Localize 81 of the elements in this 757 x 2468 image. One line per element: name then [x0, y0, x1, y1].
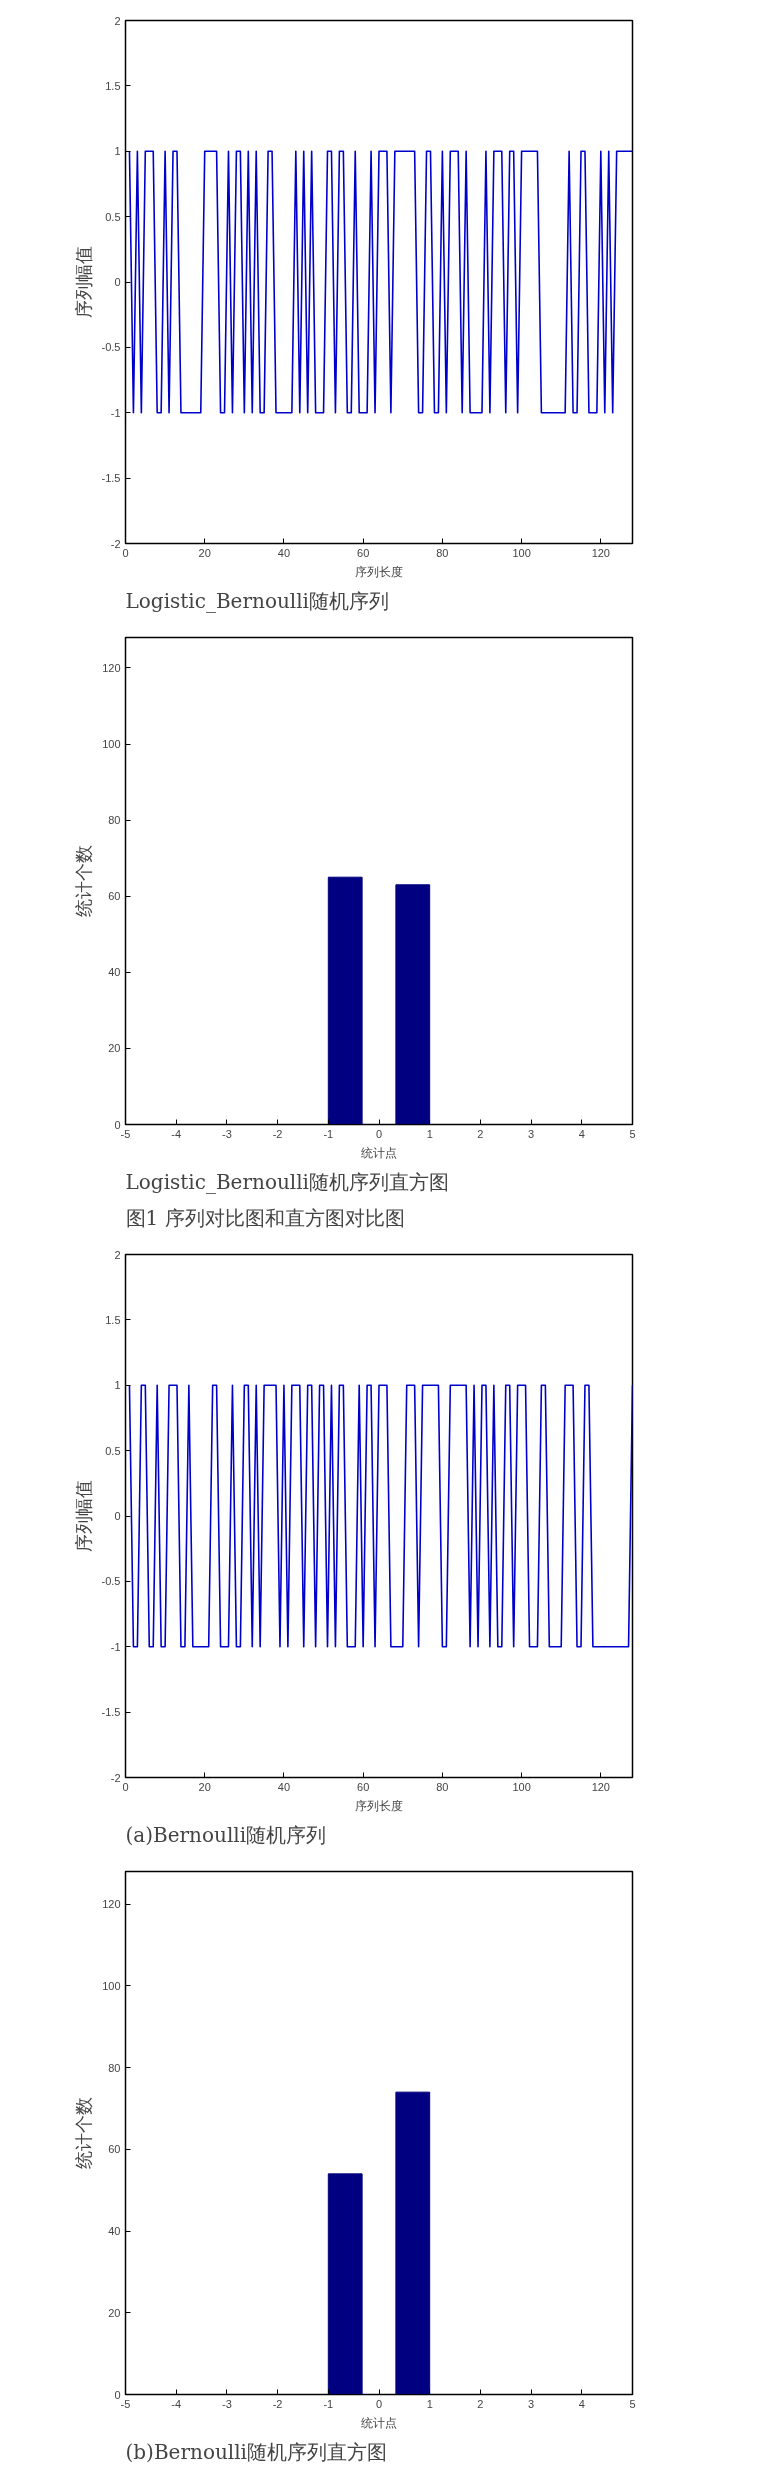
- y-tick-label: 100: [102, 1979, 121, 1992]
- y-tick-label: 100: [102, 738, 121, 751]
- x-tick-label: 1: [426, 1127, 433, 1140]
- x-tick-label: -4: [171, 2397, 182, 2410]
- y-tick-label: 2: [114, 1248, 121, 1261]
- x-tick-label: 5: [629, 1127, 636, 1140]
- y-tick-label: 80: [108, 814, 121, 827]
- y-axis-title: 统计个数: [73, 845, 95, 917]
- x-tick-label: 20: [198, 546, 211, 559]
- y-tick-label: 40: [108, 966, 121, 979]
- y-tick-label: 1: [114, 145, 121, 158]
- x-tick-label: 80: [436, 1780, 449, 1793]
- y-tick-label: 1.5: [105, 79, 121, 92]
- caption: 图1 序列对比图和直方图对比图: [125, 1205, 405, 1230]
- x-tick-label: 100: [512, 1780, 531, 1793]
- y-tick-label: 60: [108, 2143, 121, 2156]
- x-tick-label: -5: [120, 2397, 131, 2410]
- x-axis-title: 序列长度: [355, 1798, 403, 1813]
- x-tick-label: 4: [578, 1127, 585, 1140]
- x-tick-label: 4: [578, 2397, 585, 2410]
- x-tick-label: 0: [122, 1780, 129, 1793]
- x-tick-label: -3: [222, 2397, 232, 2410]
- x-tick-label: 40: [277, 1780, 291, 1793]
- y-axis-title: 序列幅值: [72, 1480, 94, 1552]
- y-tick-label: 1: [114, 1379, 121, 1392]
- x-tick-label: 120: [591, 1780, 610, 1793]
- y-tick-label: -1.5: [101, 1706, 121, 1719]
- x-tick-label: -1: [323, 1127, 334, 1140]
- text: (a)Bernoulli随机序列: [125, 1822, 327, 1847]
- x-tick-label: 5: [629, 2397, 636, 2410]
- text: (b)Bernoulli随机序列直方图: [125, 2439, 387, 2464]
- x-tick-label: -3: [222, 1127, 232, 1140]
- x-tick-label: 20: [198, 1780, 211, 1793]
- y-tick-label: -2: [110, 537, 121, 550]
- x-tick-label: 0: [375, 1127, 383, 1140]
- y-tick-label: -1: [110, 1640, 121, 1653]
- y-tick-label: 20: [108, 1042, 121, 1055]
- y-tick-label: -2: [110, 1771, 121, 1784]
- x-tick-label: -1: [323, 2397, 334, 2410]
- y-tick-label: 60: [108, 890, 121, 903]
- x-tick-label: 2: [477, 1127, 484, 1140]
- x-tick-label: 0: [122, 546, 129, 559]
- y-tick-label: 80: [108, 2061, 121, 2074]
- y-tick-label: -1.5: [101, 472, 121, 485]
- x-tick-label: 3: [528, 1127, 535, 1140]
- y-tick-label: 2: [114, 14, 121, 27]
- y-tick-label: 20: [108, 2306, 121, 2319]
- x-tick-label: 120: [591, 546, 610, 559]
- y-tick-label: 40: [108, 2225, 121, 2238]
- x-tick-label: -2: [272, 1127, 283, 1140]
- y-tick-label: 0: [114, 2388, 121, 2401]
- y-tick-label: -1: [110, 406, 121, 419]
- x-tick-label: 3: [528, 2397, 535, 2410]
- y-tick-label: 120: [102, 661, 121, 674]
- x-tick-label: 40: [277, 546, 291, 559]
- text: Logistic_Bernoulli随机序列: [125, 588, 390, 613]
- y-tick-label: 1.5: [105, 1313, 121, 1326]
- y-axis-title: 序列幅值: [72, 246, 94, 318]
- y-tick-label: -0.5: [101, 1575, 121, 1588]
- y-tick-label: 0.5: [105, 1444, 121, 1457]
- x-tick-label: 0: [375, 2397, 383, 2410]
- x-tick-label: -2: [272, 2397, 283, 2410]
- y-tick-label: 0: [114, 1118, 121, 1131]
- x-axis-title: 序列长度: [355, 564, 403, 579]
- y-tick-label: 120: [102, 1898, 121, 1911]
- x-tick-label: 2: [477, 2397, 484, 2410]
- x-tick-label: 1: [426, 2397, 433, 2410]
- y-tick-label: 0: [114, 276, 121, 288]
- x-tick-label: 60: [357, 1780, 370, 1793]
- x-tick-label: -5: [120, 1127, 131, 1140]
- text: Logistic_Bernoulli随机序列直方图: [125, 1169, 450, 1194]
- y-tick-label: -0.5: [101, 341, 121, 354]
- y-tick-label: 0: [114, 1510, 121, 1522]
- x-tick-label: 80: [436, 546, 449, 559]
- x-axis-title: 统计点: [361, 1145, 397, 1160]
- x-tick-label: 100: [512, 546, 531, 559]
- x-tick-label: 60: [357, 546, 370, 559]
- y-tick-label: 0.5: [105, 210, 121, 223]
- x-axis-title: 统计点: [361, 2415, 397, 2430]
- y-axis-title: 统计个数: [73, 2097, 95, 2169]
- x-tick-label: -4: [171, 1127, 182, 1140]
